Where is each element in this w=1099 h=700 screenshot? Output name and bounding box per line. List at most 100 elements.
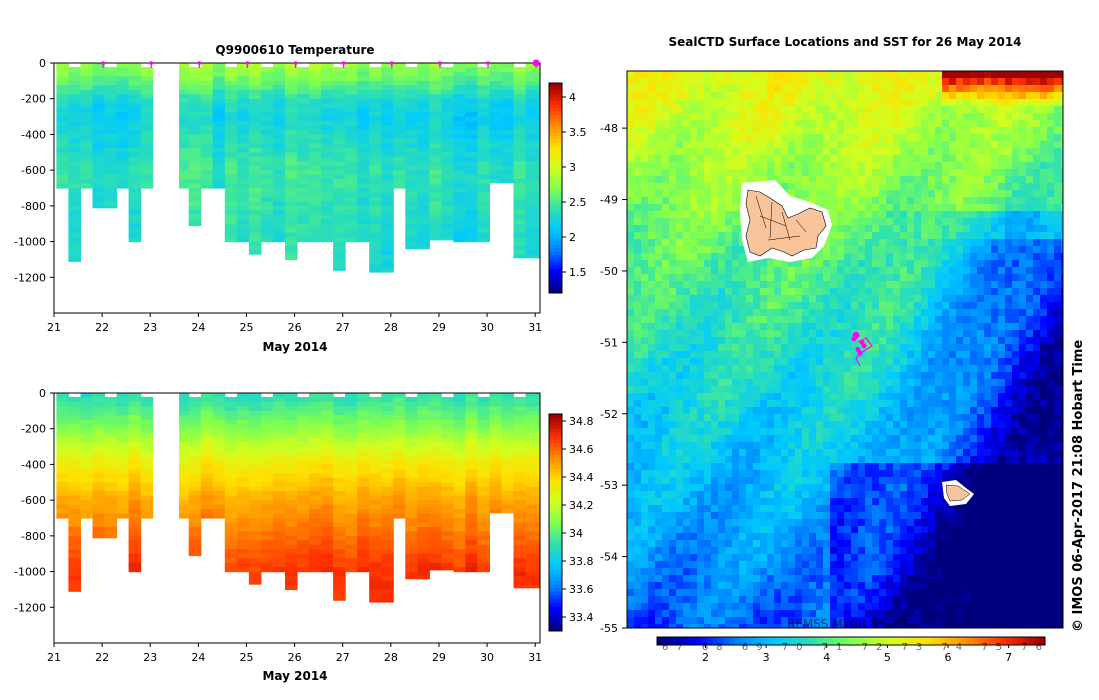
section-cell bbox=[333, 477, 346, 483]
section-cell bbox=[260, 401, 274, 407]
sst-cell bbox=[851, 218, 859, 226]
section-cell bbox=[345, 477, 358, 483]
section-cell bbox=[260, 544, 274, 550]
section-cell bbox=[489, 76, 503, 82]
sst-cell bbox=[886, 190, 894, 198]
sst-cell bbox=[718, 190, 726, 198]
sst-cell bbox=[858, 78, 866, 86]
section-cell bbox=[525, 531, 540, 537]
sst-cell bbox=[900, 204, 908, 212]
sst-cell bbox=[921, 71, 929, 79]
section-cell bbox=[513, 495, 527, 501]
sst-cell bbox=[1033, 260, 1041, 268]
section-cell bbox=[369, 67, 382, 73]
section-cell bbox=[212, 509, 226, 515]
section-cell bbox=[369, 237, 382, 243]
sst-cell bbox=[1047, 253, 1055, 261]
section-cell bbox=[309, 130, 322, 136]
sst-cell bbox=[704, 106, 712, 114]
colorbar-swatch bbox=[549, 435, 562, 440]
sst-cell bbox=[830, 127, 838, 135]
sst-cell bbox=[928, 190, 936, 198]
colorbar-swatch bbox=[549, 580, 562, 585]
sst-cell bbox=[949, 169, 957, 177]
sst-cell bbox=[1061, 71, 1063, 79]
section-cell bbox=[429, 63, 442, 69]
section-cell bbox=[200, 491, 214, 497]
sst-cell bbox=[879, 78, 887, 86]
section-cell bbox=[357, 219, 370, 225]
section-cell bbox=[285, 89, 298, 95]
sst-cell bbox=[634, 134, 642, 142]
sst-cell bbox=[1047, 162, 1055, 170]
section-cell bbox=[369, 522, 382, 528]
section-cell bbox=[525, 460, 540, 466]
section-cell bbox=[405, 571, 418, 577]
section-cell bbox=[405, 446, 418, 452]
sst-cell bbox=[676, 239, 684, 247]
sst-cell bbox=[732, 127, 740, 135]
sst-cell bbox=[956, 225, 964, 233]
sst-cell bbox=[732, 85, 740, 93]
section-cell bbox=[345, 442, 358, 448]
colorbar-swatch bbox=[549, 216, 562, 220]
sst-cell bbox=[956, 99, 964, 107]
sst-cell bbox=[746, 85, 754, 93]
section-cell bbox=[405, 107, 418, 113]
section-cell bbox=[224, 112, 238, 118]
sst-cell bbox=[893, 141, 901, 149]
sst-cell bbox=[900, 71, 908, 79]
section-cell bbox=[477, 174, 490, 180]
section-cell bbox=[513, 526, 527, 532]
section-cell bbox=[297, 500, 310, 506]
section-cell bbox=[297, 455, 310, 461]
section-cell bbox=[369, 152, 382, 158]
section-cell bbox=[56, 138, 69, 144]
sst-cell bbox=[914, 239, 922, 247]
sst-cell bbox=[1012, 239, 1020, 247]
section-cell bbox=[56, 500, 69, 506]
sst-cell bbox=[879, 232, 887, 240]
sst-cell bbox=[977, 267, 985, 275]
sst-cell bbox=[809, 190, 817, 198]
section-cell bbox=[441, 232, 454, 238]
section-cell bbox=[248, 107, 262, 113]
section-cell bbox=[369, 495, 382, 501]
sst-cell bbox=[788, 267, 796, 275]
sst-cell bbox=[662, 260, 670, 268]
section-cell bbox=[417, 401, 430, 407]
section-cell bbox=[465, 63, 478, 69]
section-cell bbox=[477, 80, 490, 86]
sst-cell bbox=[1040, 99, 1048, 107]
sst-cell bbox=[823, 239, 831, 247]
section-cell bbox=[381, 535, 394, 541]
sst-cell bbox=[697, 99, 705, 107]
sst-cell bbox=[718, 211, 726, 219]
section-cell bbox=[200, 482, 214, 488]
section-cell bbox=[405, 553, 418, 559]
section-cell bbox=[513, 428, 527, 434]
sst-cell bbox=[711, 155, 719, 163]
sst-cell bbox=[641, 134, 649, 142]
sst-cell bbox=[970, 169, 978, 177]
section-cell bbox=[357, 156, 370, 162]
section-cell bbox=[333, 460, 346, 466]
section-cell bbox=[453, 112, 466, 118]
section-cell bbox=[453, 98, 466, 104]
section-cell bbox=[224, 504, 238, 510]
sst-cell bbox=[697, 190, 705, 198]
sst-cell bbox=[816, 162, 824, 170]
section-cell bbox=[405, 232, 418, 238]
section-cell bbox=[525, 424, 540, 430]
sst-cell bbox=[1061, 267, 1063, 275]
section-cell bbox=[429, 455, 442, 461]
sst-cell bbox=[928, 99, 936, 107]
section-cell bbox=[297, 188, 310, 194]
sst-cell bbox=[627, 218, 635, 226]
section-cell bbox=[429, 134, 442, 140]
section-cell bbox=[140, 477, 154, 483]
section-cell bbox=[441, 89, 454, 95]
section-cell bbox=[140, 473, 154, 479]
section-cell bbox=[477, 192, 490, 198]
sst-cell bbox=[732, 92, 740, 100]
